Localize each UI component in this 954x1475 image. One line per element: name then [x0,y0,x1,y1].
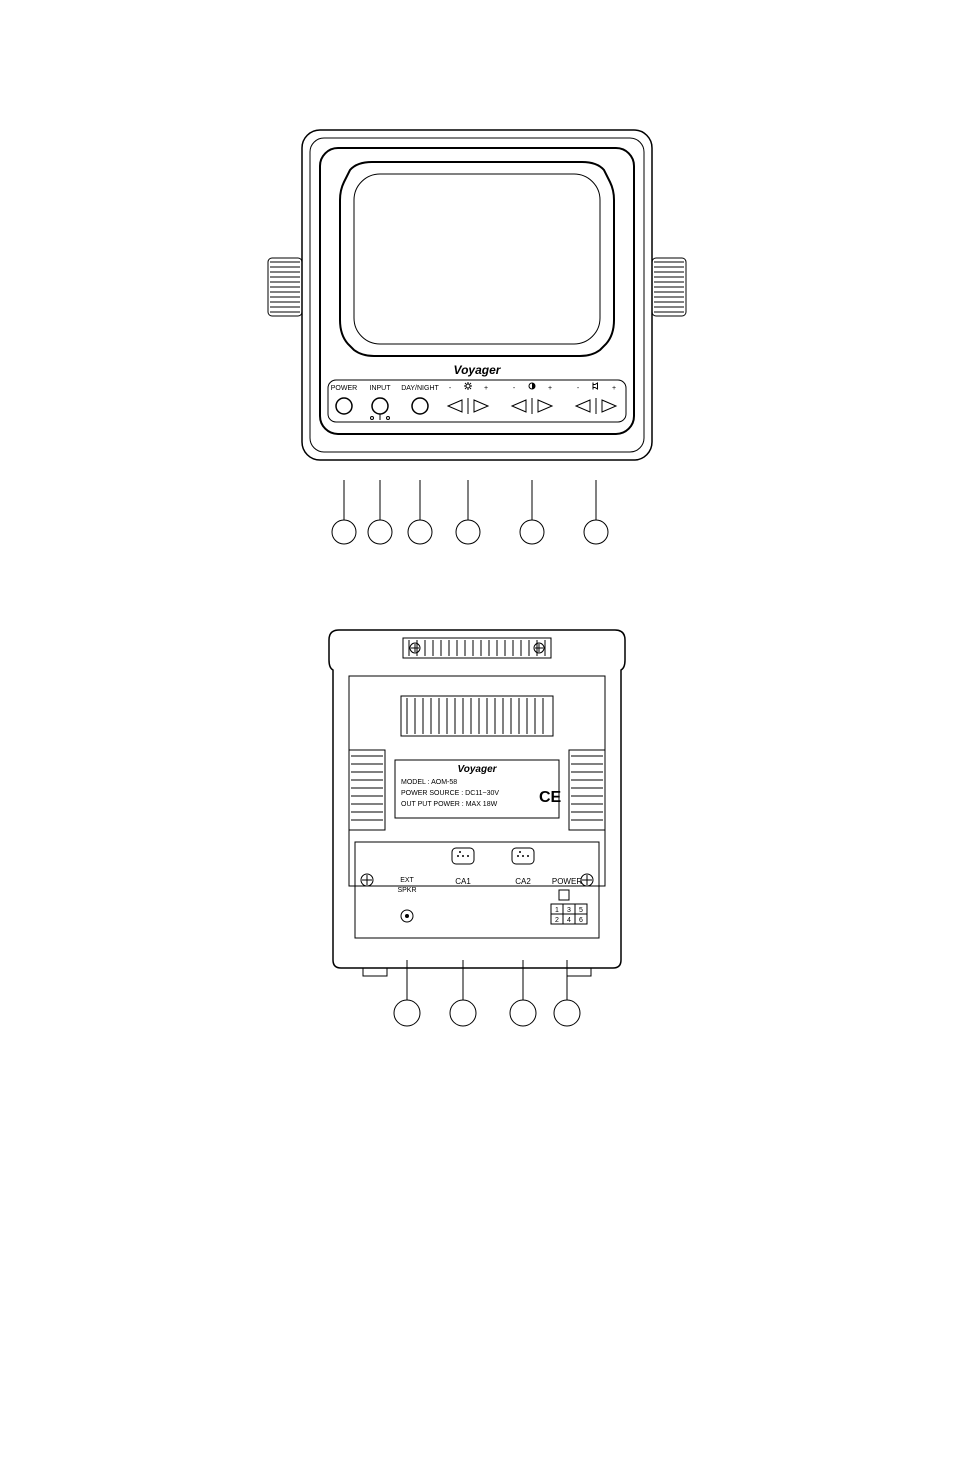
volume-plus: + [612,385,616,392]
side-knob-right [652,258,686,316]
power-port-label: POWER [552,877,582,886]
front-view-figure: Voyager POWER INPUT DAY/NIGHT - [262,120,692,480]
brightness-group: - + [448,382,488,414]
side-fins-right [569,750,605,830]
front-callout-2 [368,520,392,544]
side-fins-left [349,750,385,830]
volume-minus: - [577,385,580,392]
input-label: INPUT [370,385,392,392]
contrast-group: - + [512,383,552,414]
back-brand: Voyager [457,764,497,775]
contrast-plus: + [548,385,552,392]
pin-2: 2 [555,917,559,924]
front-leaders [344,480,596,520]
volume-up-button[interactable] [602,400,616,412]
spec-line-1: POWER SOURCE : DC11~30V [401,790,499,797]
pin-1: 1 [555,907,559,914]
pin-5: 5 [579,907,583,914]
front-callout-6 [584,520,608,544]
front-callouts-svg [262,480,692,570]
ext-spkr-label-2: SPKR [397,887,416,894]
back-leaders [407,960,567,1000]
speaker-icon [593,383,598,390]
ca2-label: CA2 [515,877,531,886]
power-button[interactable] [336,398,352,414]
back-callouts-svg [307,960,647,1050]
front-callouts [262,480,692,570]
crt-bezel-outer [340,162,614,356]
front-svg: Voyager POWER INPUT DAY/NIGHT - [262,120,692,480]
volume-group: - + [576,383,616,415]
spec-line-0: MODEL : AOM-58 [401,779,457,786]
top-vent-slots [409,640,545,656]
contrast-down-button[interactable] [512,400,526,412]
pin-4: 4 [567,917,571,924]
contrast-minus: - [513,385,516,392]
contrast-up-button[interactable] [538,400,552,412]
input-led-2 [387,417,390,420]
bright-down-button[interactable] [448,400,462,412]
front-callout-1 [332,520,356,544]
page: Voyager POWER INPUT DAY/NIGHT - [0,0,954,1475]
back-callout-2 [450,1000,476,1026]
pin-3: 3 [567,907,571,914]
day-night-button[interactable] [412,398,428,414]
ext-spkr-label-1: EXT [400,877,414,884]
input-led-1 [371,417,374,420]
front-callout-3 [408,520,432,544]
crt-bezel-inner [354,174,600,344]
mid-vent [401,696,553,736]
back-svg: Voyager MODEL : AOM-58 POWER SOURCE : DC… [307,620,647,980]
brand-label: Voyager [454,363,502,377]
day-night-label: DAY/NIGHT [401,385,439,392]
back-callout-4 [554,1000,580,1026]
spec-line-2: OUT PUT POWER : MAX 18W [401,801,498,808]
sun-icon [464,382,472,390]
pin-6: 6 [579,917,583,924]
power-pin-grid: 1 3 5 2 4 6 [551,904,587,924]
power-port-top[interactable] [559,890,569,900]
bracket-inner [310,138,644,452]
back-callout-1 [394,1000,420,1026]
bright-minus: - [449,385,452,392]
front-callout-5 [520,520,544,544]
side-knob-left [268,258,302,316]
back-step-1 [349,676,605,886]
back-callouts [307,960,647,1050]
back-view-figure: Voyager MODEL : AOM-58 POWER SOURCE : DC… [307,620,647,980]
bright-up-button[interactable] [474,400,488,412]
back-callout-3 [510,1000,536,1026]
ca1-label: CA1 [455,877,471,886]
input-button[interactable] [372,398,388,414]
power-label: POWER [331,385,357,392]
contrast-icon [529,383,535,389]
front-callout-4 [456,520,480,544]
volume-down-button[interactable] [576,400,590,412]
bright-plus: + [484,385,488,392]
monitor-body [320,148,634,434]
ce-mark: CE [539,789,562,806]
